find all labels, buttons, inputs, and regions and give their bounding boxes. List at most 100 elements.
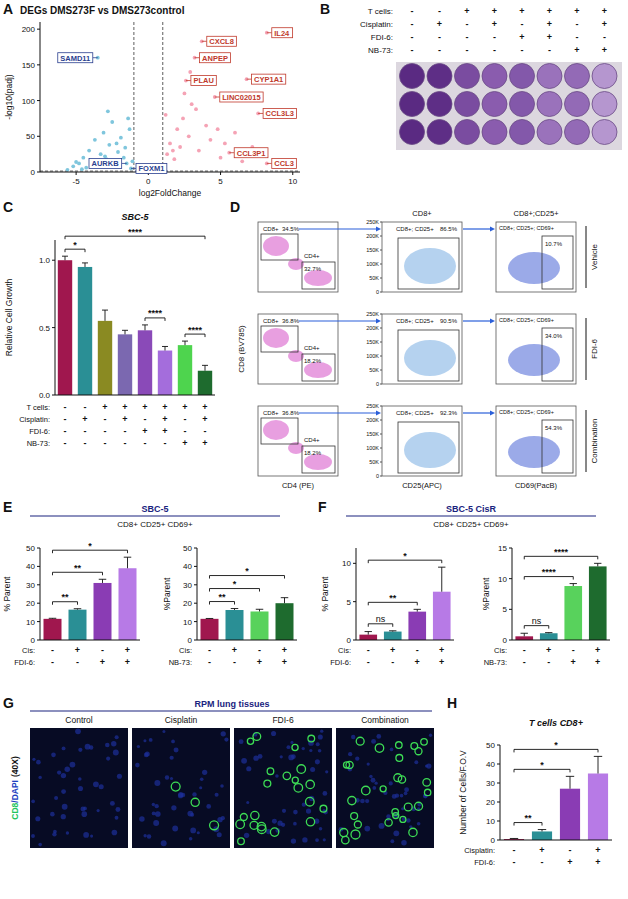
y-tick [380,328,382,329]
event-density [304,454,332,470]
cd8-cell [424,789,430,795]
nucleus [78,786,83,791]
nucleus [115,807,120,812]
sig-label: **** [128,227,143,237]
label-box [58,53,93,63]
x-axis [512,640,610,641]
nucleus [170,777,173,780]
condition-sign: + [571,657,576,667]
nucleus [202,770,207,775]
condition-label: NB-73: [27,439,50,448]
error-bar [82,263,88,267]
condition-sign: - [104,426,107,436]
condition-sign: + [595,845,600,855]
y-axis [40,548,41,640]
panel-letter: F [318,499,327,515]
leader-line [195,57,200,58]
condition-sign: + [539,845,544,855]
cd8-cell [210,821,219,830]
gate-label: CD8+; CD25+; CD69+ [499,225,554,231]
error-bar [414,609,421,611]
flow-plot [496,314,576,384]
nucleus [106,757,110,761]
y-axis [197,548,198,640]
nucleus [61,814,66,819]
nucleus [149,738,153,742]
nucleus [316,742,320,746]
condition-sign: - [411,19,414,29]
condition-sign: - [411,32,414,42]
condition-sign: + [125,645,130,655]
y-tick-label: 10 [183,618,192,627]
sig-label: ** [61,592,69,602]
condition-sign: - [84,402,87,412]
sig-label: **** [554,547,569,557]
nucleus [152,803,155,806]
y-axis [512,548,513,640]
well [455,64,480,89]
point [165,152,169,156]
nucleus [161,840,167,846]
panel-letter: C [3,199,13,215]
condition-label: NB-73: [169,658,192,667]
sig-label: **** [188,325,203,335]
nucleus [372,786,376,790]
y-tick-label: 50 [486,741,495,750]
nucleus [99,784,104,789]
condition-sign: + [162,426,167,436]
cd8-cell [267,768,274,775]
group-title: SBC-5 CisR [446,504,497,514]
point [99,152,103,156]
gene-name: CXCL8 [209,37,234,46]
nucleus [246,801,249,804]
point [172,157,176,161]
point [216,127,220,131]
arrow [463,412,491,413]
condition-sign: - [466,32,469,42]
condition-sign: - [164,438,167,448]
image-title: Cisplatin [165,715,198,725]
sig-label: **** [542,567,557,577]
image-title: Control [65,715,93,725]
nucleus [190,828,196,834]
y-tick-label: 50K [369,459,379,465]
nucleus [53,830,57,834]
y-tick-label: 150K [366,339,379,345]
error-bar [162,346,168,350]
flow-plot [382,406,462,476]
leader-line [267,32,272,33]
nucleus [302,837,307,842]
condition-sign: + [282,657,287,667]
point [204,124,208,128]
condition-sign: + [82,414,87,424]
x-tick-label: 5 [218,177,223,186]
x-axis [40,640,140,641]
nucleus [417,822,421,826]
nucleus [78,748,82,752]
gate-label: CD8+; CD25+; CD69+ [499,409,554,415]
nucleus [271,731,276,736]
condition-sign: - [438,6,441,16]
arrow-head [376,411,381,416]
magnification: (40X) [10,756,20,777]
nucleus [36,760,41,765]
nucleus [62,746,66,750]
point [209,138,213,142]
well [565,64,590,89]
condition-sign: + [125,657,130,667]
bar [384,632,402,640]
y-tick-label: 200K [366,417,379,423]
well [592,64,617,89]
condition-sign: + [519,6,524,16]
condition-sign: - [521,45,524,55]
nucleus [64,766,70,772]
column-title: CD8+ [412,209,432,218]
error-bar [202,365,208,370]
condition-sign: - [416,645,419,655]
y-tick [380,406,382,407]
bar [515,636,533,640]
nucleus [144,753,149,758]
cd8-cell [354,821,361,828]
nucleus [371,739,376,744]
y-axis-title: %Parent [162,577,172,610]
